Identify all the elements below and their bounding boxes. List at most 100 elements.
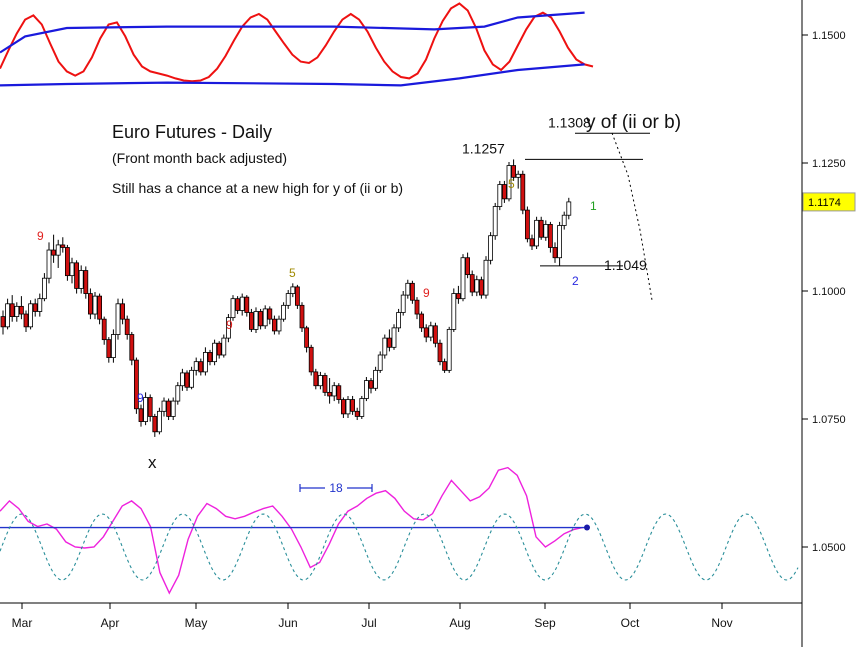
- candle-body: [336, 385, 342, 400]
- candle-body: [179, 372, 185, 387]
- candle-body: [267, 308, 273, 320]
- candle-body: [465, 257, 471, 276]
- candle-body: [437, 342, 443, 363]
- candle-body: [239, 296, 245, 311]
- candle-body: [350, 399, 356, 412]
- candle-body: [78, 270, 84, 289]
- wave-label: x: [148, 453, 157, 472]
- level-label: 1.1257: [462, 140, 505, 156]
- x-tick-label: Mar: [12, 616, 33, 630]
- cycle-end-dot: [584, 524, 590, 531]
- candle-body: [460, 257, 466, 300]
- candle-body: [538, 219, 544, 238]
- candle-body: [65, 247, 70, 277]
- y-tick-label: 1.1000: [812, 286, 846, 298]
- candle-body: [432, 325, 438, 344]
- candle-body: [373, 369, 379, 389]
- candle-body: [271, 318, 277, 332]
- candle-body: [225, 317, 231, 339]
- candle-body: [566, 201, 572, 216]
- y-tick-label: 1.0500: [812, 542, 846, 554]
- candle-body: [106, 339, 112, 358]
- candle-body: [202, 352, 208, 373]
- candle-body: [543, 224, 549, 238]
- candle-body: [69, 262, 75, 277]
- candle-body: [170, 400, 176, 417]
- count-label: 9: [423, 286, 430, 300]
- candle-body: [281, 304, 287, 320]
- cycle-oscillator-line: [0, 466, 584, 595]
- candle-body: [529, 238, 535, 247]
- candle-body: [207, 352, 213, 363]
- candle-body: [405, 282, 411, 296]
- candle-body: [363, 380, 369, 399]
- chart-subtitle: (Front month back adjusted): [112, 150, 287, 166]
- candle-body: [469, 274, 475, 293]
- candle-body: [446, 328, 452, 371]
- candle-body: [0, 316, 6, 328]
- candle-body: [304, 327, 310, 348]
- candle-body: [51, 249, 56, 256]
- x-tick-label: Jul: [361, 616, 376, 630]
- time-axis: Mar Apr May Jun Jul Aug Sep Oct Nov: [12, 603, 733, 630]
- candle-body: [327, 391, 333, 397]
- y-tick-label: 1.1250: [812, 158, 846, 170]
- candle-body: [409, 282, 415, 301]
- x-tick-label: Oct: [621, 616, 640, 630]
- candle-body: [515, 173, 521, 178]
- candle-body: [97, 295, 102, 320]
- candle-body: [322, 375, 328, 393]
- candle-body: [184, 372, 190, 388]
- candle-body: [497, 184, 503, 207]
- candle-body: [152, 416, 158, 433]
- candle-body: [253, 311, 259, 330]
- y-tick-label: 1.0750: [812, 414, 846, 426]
- count-label: 5: [289, 266, 296, 280]
- candle-body: [189, 369, 195, 388]
- x-tick-label: Nov: [711, 616, 732, 630]
- candle-body: [557, 225, 562, 259]
- candle-body: [115, 303, 121, 335]
- count-label: 2: [572, 274, 579, 288]
- candle-body: [221, 337, 227, 356]
- candle-body: [386, 337, 392, 348]
- projection-path: [611, 132, 653, 301]
- candle-body: [212, 342, 218, 363]
- last-price-label: 1.1174: [808, 197, 841, 209]
- cycle-bracket-label-bg: [325, 481, 347, 495]
- candle-body: [147, 397, 153, 417]
- candle-body: [111, 334, 116, 358]
- candle-body: [92, 295, 98, 315]
- candle-body: [345, 399, 351, 415]
- level-label: 1.1049: [604, 257, 647, 273]
- candle-body: [5, 303, 10, 328]
- candle-body: [55, 244, 61, 256]
- candle-body: [138, 408, 144, 422]
- candle-body: [451, 293, 457, 330]
- candle-body: [230, 298, 236, 319]
- candle-body: [290, 286, 296, 294]
- candle-body: [419, 313, 425, 329]
- candle-body: [262, 308, 268, 327]
- candle-body: [561, 214, 567, 226]
- top-oscillator-panel: [0, 2, 594, 87]
- candle-body: [488, 235, 494, 261]
- candle-body: [474, 279, 480, 293]
- chart-annotation: Still has a chance at a new high for y o…: [112, 180, 403, 196]
- candle-body: [455, 293, 461, 300]
- candle-body: [37, 298, 43, 312]
- x-tick-label: Aug: [449, 616, 470, 630]
- count-label: 9: [37, 229, 44, 243]
- last-price-badge: [802, 192, 856, 212]
- candle-body: [42, 277, 47, 300]
- candle-body: [161, 400, 167, 412]
- candle-body: [317, 375, 323, 387]
- candle-body: [428, 325, 434, 338]
- candle-body: [101, 318, 107, 341]
- candle-body: [276, 318, 282, 332]
- candle-body: [258, 311, 264, 327]
- x-tick-label: May: [185, 616, 208, 630]
- candle-body: [28, 303, 34, 328]
- level-label: 1.1308: [548, 114, 591, 130]
- candle-body: [133, 359, 139, 410]
